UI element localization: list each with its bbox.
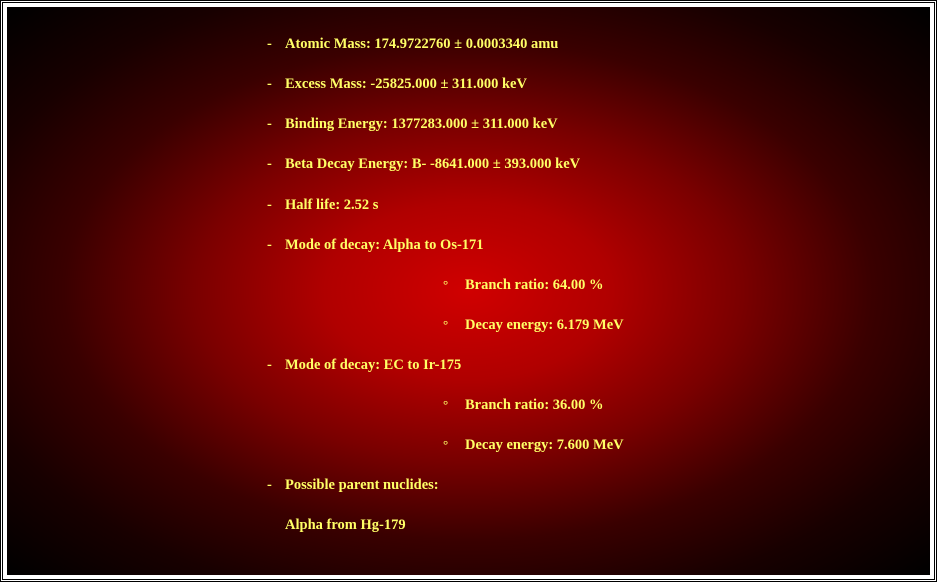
item-label: Mode of decay: EC to Ir-175 xyxy=(285,356,461,374)
list-item: - Beta Decay Energy: B- -8641.000 ± 393.… xyxy=(267,155,910,173)
bullet-degree: ° xyxy=(443,317,465,333)
list-item: - Half life: 2.52 s xyxy=(267,196,910,214)
bullet-dash: - xyxy=(267,356,285,374)
sub-list-item: ° Branch ratio: 64.00 % xyxy=(443,276,910,294)
item-label: Binding Energy: 1377283.000 ± 311.000 ke… xyxy=(285,115,558,133)
list-item: - Excess Mass: -25825.000 ± 311.000 keV xyxy=(267,75,910,93)
sub-item-label: Decay energy: 7.600 MeV xyxy=(465,436,624,454)
bullet-dash: - xyxy=(267,35,285,53)
sub-item-label: Branch ratio: 36.00 % xyxy=(465,396,604,414)
item-label: Mode of decay: Alpha to Os-171 xyxy=(285,236,484,254)
parent-nuclide-detail: Alpha from Hg-179 xyxy=(285,517,910,534)
list-item: - Binding Energy: 1377283.000 ± 311.000 … xyxy=(267,115,910,133)
item-label: Half life: 2.52 s xyxy=(285,196,378,214)
list-item: - Mode of decay: Alpha to Os-171 xyxy=(267,236,910,254)
item-label: Beta Decay Energy: B- -8641.000 ± 393.00… xyxy=(285,155,580,173)
sub-item-label: Branch ratio: 64.00 % xyxy=(465,276,604,294)
bullet-degree: ° xyxy=(443,277,465,293)
bullet-dash: - xyxy=(267,115,285,133)
bullet-degree: ° xyxy=(443,437,465,453)
item-label: Possible parent nuclides: xyxy=(285,476,439,494)
item-label: Atomic Mass: 174.9722760 ± 0.0003340 amu xyxy=(285,35,558,53)
sub-item-label: Decay energy: 6.179 MeV xyxy=(465,316,624,334)
nuclide-panel: - Atomic Mass: 174.9722760 ± 0.0003340 a… xyxy=(7,7,930,575)
bullet-dash: - xyxy=(267,75,285,93)
bullet-degree: ° xyxy=(443,397,465,413)
item-label: Excess Mass: -25825.000 ± 311.000 keV xyxy=(285,75,527,93)
list-item: - Mode of decay: EC to Ir-175 xyxy=(267,356,910,374)
parent-nuclide-text: Alpha from Hg-179 xyxy=(285,517,406,533)
bullet-dash: - xyxy=(267,476,285,494)
bullet-dash: - xyxy=(267,236,285,254)
list-item: - Atomic Mass: 174.9722760 ± 0.0003340 a… xyxy=(267,35,910,53)
list-item: - Possible parent nuclides: xyxy=(267,476,910,494)
sub-list-item: ° Decay energy: 6.179 MeV xyxy=(443,316,910,334)
content-area: - Atomic Mass: 174.9722760 ± 0.0003340 a… xyxy=(267,35,910,556)
sub-list-item: ° Branch ratio: 36.00 % xyxy=(443,396,910,414)
frame-border: - Atomic Mass: 174.9722760 ± 0.0003340 a… xyxy=(0,0,937,582)
sub-list-item: ° Decay energy: 7.600 MeV xyxy=(443,436,910,454)
bullet-dash: - xyxy=(267,196,285,214)
bullet-dash: - xyxy=(267,155,285,173)
